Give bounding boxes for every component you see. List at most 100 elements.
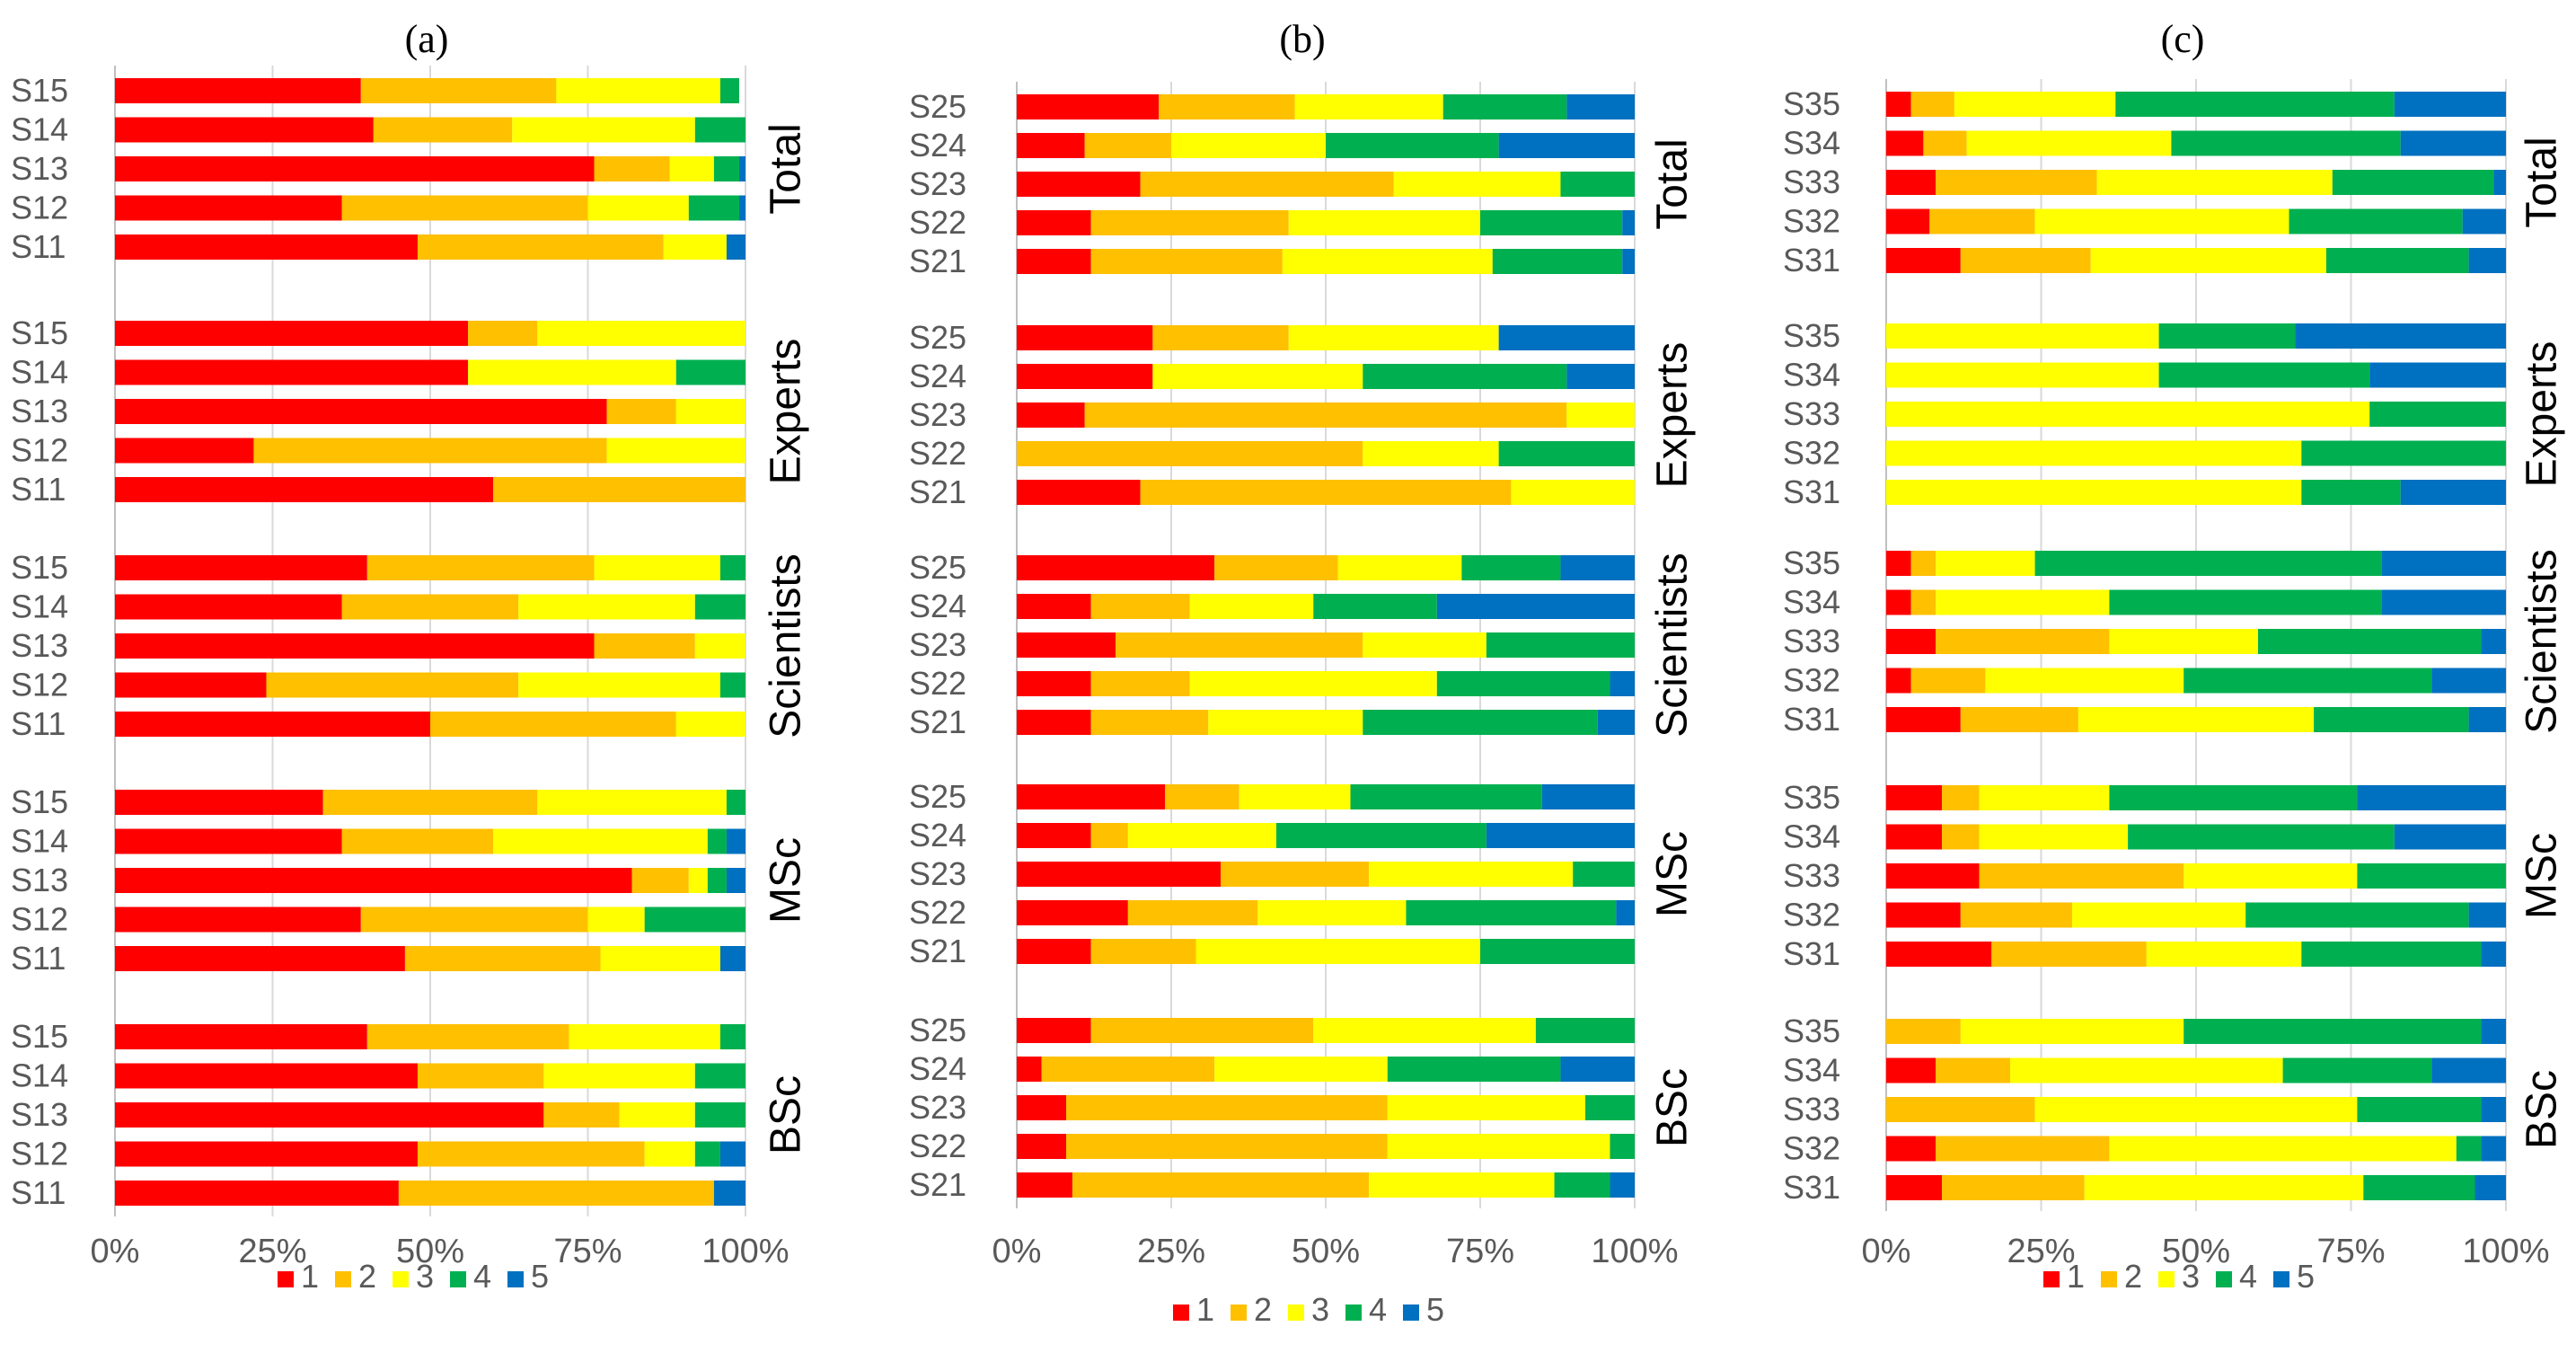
bar-segment-2: [1165, 784, 1239, 809]
bar-label: S11: [11, 1174, 66, 1211]
bar-segment-4: [1498, 441, 1635, 466]
bar-label: S11: [11, 471, 66, 508]
bar-label: S34: [1783, 357, 1840, 394]
bar-segment-1: [1886, 208, 1930, 234]
bar-segment-4: [2109, 589, 2382, 615]
bar-segment-3: [1189, 594, 1314, 619]
bar-segment-2: [373, 117, 513, 143]
bar-segment-3: [1886, 440, 2302, 466]
bar-label: S13: [11, 627, 68, 664]
bar-label: S14: [11, 111, 68, 148]
bar-segment-1: [1017, 900, 1128, 925]
bar-segment-1: [1017, 555, 1215, 580]
bar-segment-2: [1979, 863, 2184, 889]
bar-segment-2: [1116, 632, 1363, 658]
bar-segment-1: [1017, 823, 1091, 848]
bar-segment-4: [1610, 1134, 1635, 1159]
bar-segment-5: [2475, 1175, 2506, 1200]
bar-segment-4: [694, 1063, 745, 1089]
bar-label: S31: [1783, 473, 1840, 510]
bar-segment-3: [518, 594, 695, 620]
bar-label: S33: [1783, 395, 1840, 432]
bar-segment-2: [1221, 862, 1370, 887]
bar-segment-1: [1886, 551, 1911, 576]
bar-segment-5: [719, 1141, 745, 1167]
bar-segment-1: [115, 477, 494, 502]
bar-label: S32: [1783, 203, 1840, 240]
bar-segment-2: [1090, 210, 1289, 235]
legend: 1 2 3 4 5: [2043, 1258, 2315, 1295]
bar-segment-1: [1017, 1057, 1042, 1082]
bar-segment-1: [1017, 325, 1153, 350]
bar-segment-2: [1960, 707, 2078, 732]
bar-segment-3: [1960, 1019, 2184, 1044]
bar-label: S15: [11, 783, 68, 820]
bar-label: S13: [11, 1096, 68, 1133]
bar-segment-5: [726, 828, 745, 854]
bar-segment-5: [1597, 710, 1635, 735]
legend-label: 2: [1254, 1291, 1272, 1328]
panel-title: (a): [405, 17, 449, 61]
bar-segment-5: [1566, 94, 1635, 119]
bar-segment-1: [1017, 1095, 1067, 1120]
bar-segment-4: [1584, 1095, 1635, 1120]
bar-segment-2: [1936, 1057, 2010, 1083]
bar-segment-4: [713, 156, 739, 181]
x-tick-label: 0%: [992, 1233, 1042, 1270]
bar-segment-1: [1017, 1018, 1091, 1043]
bar-label: S31: [1783, 935, 1840, 972]
legend-swatch: [2158, 1271, 2175, 1287]
bar-segment-1: [1017, 862, 1222, 887]
bar-segment-2: [398, 1181, 714, 1206]
bar-segment-1: [115, 946, 405, 971]
panel-a: (a)0% 25% 50% 75% 100%S15S14S13S12S11TotalS1…: [11, 17, 810, 1295]
legend-label: 5: [1426, 1291, 1444, 1328]
bar-label: S24: [909, 358, 966, 394]
bar-segment-1: [1017, 249, 1091, 274]
group-label: Scientists: [763, 553, 810, 738]
bar-segment-4: [2245, 902, 2469, 928]
group-label: BSc: [2519, 1070, 2566, 1149]
bar-segment-1: [115, 1024, 367, 1049]
legend-label: 4: [2239, 1258, 2257, 1295]
bar-segment-2: [1960, 248, 2091, 273]
bar-segment-5: [2481, 629, 2506, 654]
group-label: Scientists: [1649, 553, 1697, 737]
bar-segment-3: [2034, 1097, 2358, 1122]
bar-segment-3: [2183, 863, 2358, 889]
bar-segment-2: [1886, 1097, 2035, 1122]
bar-label: S21: [909, 1166, 966, 1203]
bar-segment-2: [1090, 710, 1209, 735]
bar-segment-4: [1480, 210, 1623, 235]
legend-label: 3: [2182, 1258, 2200, 1295]
bar-segment-5: [2394, 824, 2506, 850]
bar-segment-2: [1910, 668, 1986, 694]
bar-segment-3: [569, 1024, 720, 1049]
bar-segment-3: [1936, 551, 2035, 576]
bar-segment-2: [1090, 249, 1283, 274]
bar-segment-1: [115, 117, 374, 143]
bar-segment-1: [1017, 480, 1141, 505]
bar-segment-3: [2034, 208, 2289, 234]
bar-segment-2: [1991, 942, 2147, 967]
bar-label: S22: [909, 1128, 966, 1164]
bar-segment-5: [2431, 1057, 2506, 1083]
bar-label: S31: [1783, 1169, 1840, 1206]
bar-segment-5: [2431, 668, 2506, 694]
bar-segment-5: [2462, 208, 2506, 234]
bar-label: S24: [909, 127, 966, 164]
bar-segment-2: [1936, 1136, 2110, 1162]
bar-segment-5: [2481, 1019, 2506, 1044]
bar-label: S34: [1783, 584, 1840, 621]
bar-segment-5: [2468, 707, 2506, 732]
bar-segment-1: [1886, 248, 1961, 273]
bar-segment-4: [2369, 402, 2506, 427]
bar-segment-3: [2072, 902, 2246, 928]
bar-segment-2: [1090, 671, 1190, 696]
bar-segment-5: [2481, 1097, 2506, 1122]
bar-segment-1: [1017, 133, 1085, 158]
bar-label: S24: [909, 588, 966, 624]
